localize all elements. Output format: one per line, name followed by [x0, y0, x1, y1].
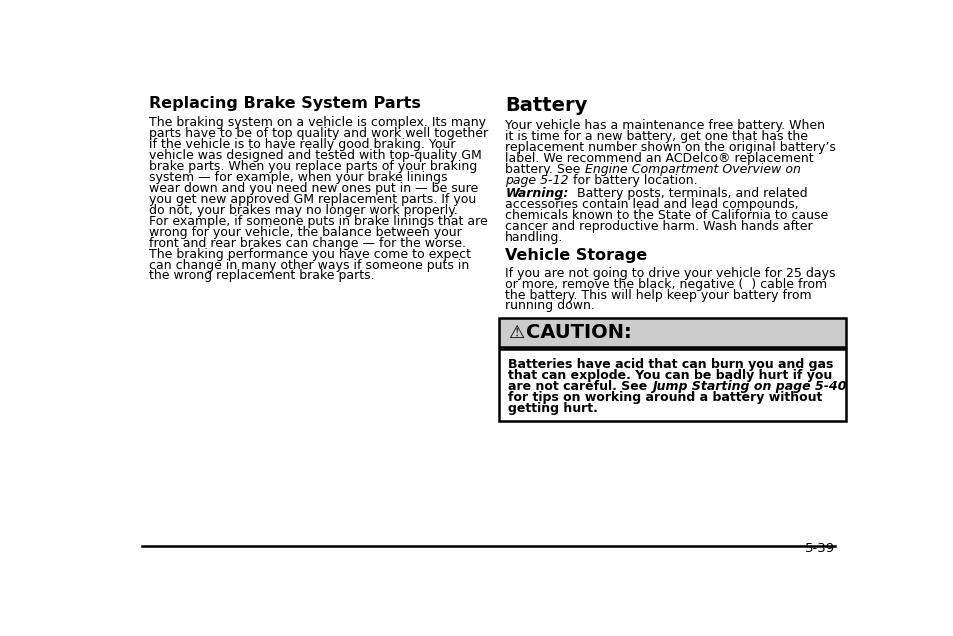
Text: Replacing Brake System Parts: Replacing Brake System Parts: [149, 96, 420, 111]
Text: getting hurt.: getting hurt.: [508, 402, 598, 415]
Text: for tips on working around a battery without: for tips on working around a battery wit…: [508, 391, 821, 404]
Text: Battery: Battery: [505, 96, 587, 115]
Bar: [498, 349, 845, 420]
Text: battery. See: battery. See: [505, 163, 584, 176]
Text: wrong for your vehicle, the balance between your: wrong for your vehicle, the balance betw…: [149, 226, 461, 238]
Text: you get new approved GM replacement parts. If you: you get new approved GM replacement part…: [149, 193, 476, 206]
Text: that can explode. You can be badly hurt if you: that can explode. You can be badly hurt …: [508, 369, 832, 382]
Text: label. We recommend an ACDelco® replacement: label. We recommend an ACDelco® replacem…: [505, 152, 813, 165]
Text: ⚠: ⚠: [508, 324, 524, 342]
Text: are not careful. See: are not careful. See: [508, 380, 651, 393]
Text: cancer and reproductive harm. Wash hands after: cancer and reproductive harm. Wash hands…: [505, 220, 812, 233]
Text: Engine Compartment Overview on: Engine Compartment Overview on: [584, 163, 800, 176]
Text: Warning:: Warning:: [505, 188, 568, 200]
Bar: [498, 318, 845, 347]
Text: accessories contain lead and lead compounds,: accessories contain lead and lead compou…: [505, 198, 798, 211]
Text: vehicle was designed and tested with top-quality GM: vehicle was designed and tested with top…: [149, 149, 481, 162]
Text: chemicals known to the State of California to cause: chemicals known to the State of Californ…: [505, 209, 827, 222]
Text: Your vehicle has a maintenance free battery. When: Your vehicle has a maintenance free batt…: [505, 120, 824, 132]
Text: handling.: handling.: [505, 231, 563, 244]
Text: can change in many other ways if someone puts in: can change in many other ways if someone…: [149, 258, 469, 272]
Text: system — for example, when your brake linings: system — for example, when your brake li…: [149, 171, 447, 184]
Text: running down.: running down.: [505, 300, 595, 312]
Text: Battery posts, terminals, and related: Battery posts, terminals, and related: [568, 188, 806, 200]
Text: Jump Starting on page 5-40: Jump Starting on page 5-40: [651, 380, 845, 393]
Text: replacement number shown on the original battery’s: replacement number shown on the original…: [505, 141, 835, 155]
Text: Vehicle Storage: Vehicle Storage: [505, 248, 647, 263]
Text: page 5-12: page 5-12: [505, 174, 568, 187]
Text: parts have to be of top quality and work well together: parts have to be of top quality and work…: [149, 127, 487, 141]
Text: The braking system on a vehicle is complex. Its many: The braking system on a vehicle is compl…: [149, 116, 485, 129]
Text: The braking performance you have come to expect: The braking performance you have come to…: [149, 247, 470, 261]
Text: front and rear brakes can change — for the worse.: front and rear brakes can change — for t…: [149, 237, 465, 250]
Text: 5-39: 5-39: [804, 543, 835, 555]
Text: the battery. This will help keep your battery from: the battery. This will help keep your ba…: [505, 289, 811, 301]
Text: do not, your brakes may no longer work properly.: do not, your brakes may no longer work p…: [149, 204, 457, 217]
Text: if the vehicle is to have really good braking. Your: if the vehicle is to have really good br…: [149, 138, 455, 151]
Text: For example, if someone puts in brake linings that are: For example, if someone puts in brake li…: [149, 215, 487, 228]
Text: Batteries have acid that can burn you and gas: Batteries have acid that can burn you an…: [508, 358, 833, 371]
Text: or more, remove the black, negative (  ) cable from: or more, remove the black, negative ( ) …: [505, 277, 826, 291]
Text: wear down and you need new ones put in — be sure: wear down and you need new ones put in —…: [149, 182, 477, 195]
Text: If you are not going to drive your vehicle for 25 days: If you are not going to drive your vehic…: [505, 266, 835, 280]
Text: the wrong replacement brake parts.: the wrong replacement brake parts.: [149, 270, 374, 282]
Text: it is time for a new battery, get one that has the: it is time for a new battery, get one th…: [505, 130, 807, 143]
Text: for battery location.: for battery location.: [568, 174, 697, 187]
Text: brake parts. When you replace parts of your braking: brake parts. When you replace parts of y…: [149, 160, 476, 173]
Text: CAUTION:: CAUTION:: [525, 323, 631, 342]
